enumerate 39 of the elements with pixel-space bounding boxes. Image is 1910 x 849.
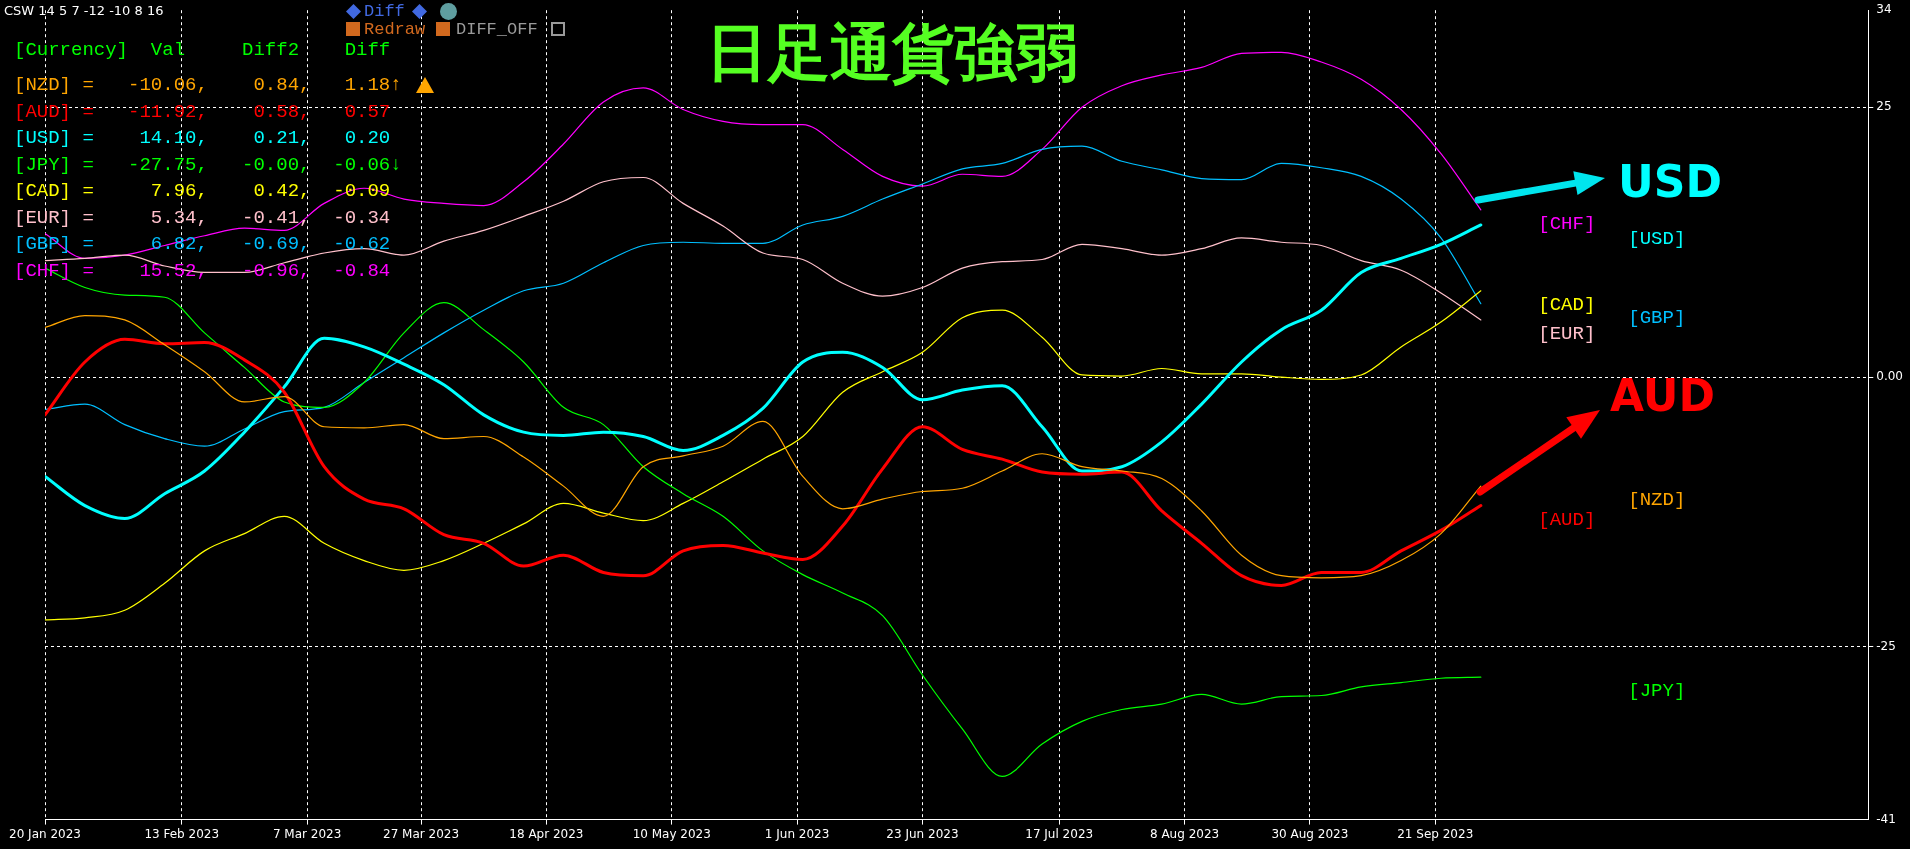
annotation: [Currency] Val Diff2 Diff: [14, 39, 391, 62]
text: [AUD]: [1538, 508, 1596, 531]
text: [GBP]: [1628, 306, 1686, 329]
y-tick-label: -25: [1876, 639, 1896, 654]
x-tick-label: 20 Jan 2023: [9, 826, 81, 841]
annotation: [JPY] = -27.75, -0.00, -0.06↓: [14, 153, 402, 176]
y-tick-label: 25: [1876, 99, 1892, 114]
annotation: USD: [1618, 156, 1722, 208]
text: [JPY]: [1628, 680, 1686, 703]
x-tick-label: 17 Jul 2023: [1025, 826, 1094, 841]
annotation: AUD: [1610, 370, 1715, 422]
chart-title: 日足通貨強弱: [706, 16, 1078, 90]
x-tick-label: 1 Jun 2023: [764, 826, 830, 841]
annotation: [NZD] = -10.06, 0.84, 1.18↑: [14, 74, 402, 97]
annotation: Redraw: [364, 19, 427, 39]
x-tick-label: 18 Apr 2023: [509, 826, 584, 841]
y-tick-label: 0.00: [1876, 369, 1903, 384]
y-tick-label: 34: [1876, 2, 1892, 17]
text: [EUR]: [1538, 322, 1596, 345]
annotation: [EUR] = 5.34, -0.41, -0.34: [14, 206, 391, 229]
annotation: CSW 14 5 7 -12 -10 8 16: [4, 3, 164, 19]
x-tick-label: 23 Jun 2023: [886, 826, 959, 841]
x-tick-label: 7 Mar 2023: [272, 826, 342, 841]
text: [CAD]: [1538, 293, 1596, 316]
x-tick-label: 30 Aug 2023: [1271, 826, 1349, 841]
annotation: [USD] = 14.10, 0.21, 0.20: [14, 127, 391, 150]
x-tick-label: 27 Mar 2023: [383, 826, 460, 841]
text: [CHF]: [1538, 212, 1596, 235]
x-tick-label: 21 Sep 2023: [1397, 826, 1474, 841]
annotation: DIFF_OFF: [456, 19, 538, 39]
text: [NZD]: [1628, 489, 1686, 512]
text: [USD]: [1628, 227, 1686, 250]
y-tick-label: -41: [1876, 811, 1896, 826]
x-tick-label: 10 May 2023: [632, 826, 711, 841]
line-series: [45, 290, 1482, 621]
annotation: Diff: [364, 1, 405, 21]
x-tick-label: 8 Aug 2023: [1149, 826, 1220, 841]
annotation: [AUD] = -11.92, 0.58, 0.57: [14, 100, 391, 123]
x-tick-label: 13 Feb 2023: [144, 826, 220, 841]
